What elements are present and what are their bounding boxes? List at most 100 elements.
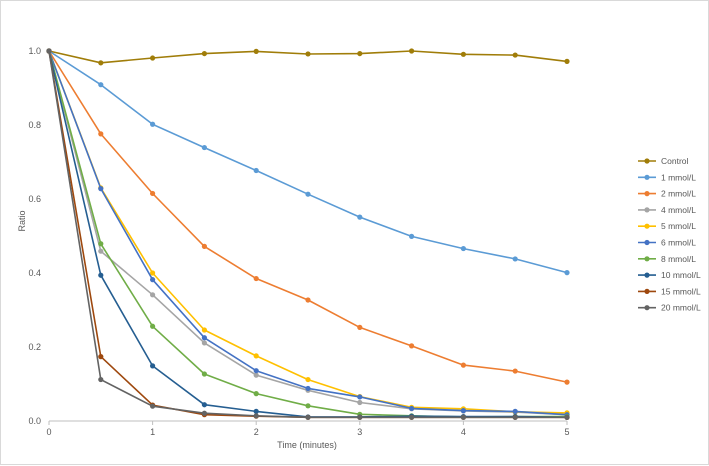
data-point-2-mmol-l bbox=[512, 368, 518, 374]
x-tick-label: 4 bbox=[461, 427, 466, 437]
data-point-control bbox=[150, 55, 156, 61]
series-10-mmol-l bbox=[46, 48, 570, 420]
data-point-1-mmol-l bbox=[305, 191, 311, 197]
data-point-20-mmol-l bbox=[460, 414, 466, 420]
legend-swatch-marker bbox=[644, 174, 650, 180]
data-point-10-mmol-l bbox=[150, 363, 156, 369]
data-point-20-mmol-l bbox=[357, 414, 363, 420]
data-point-20-mmol-l bbox=[305, 414, 311, 420]
data-point-20-mmol-l bbox=[512, 414, 518, 420]
data-point-6-mmol-l bbox=[409, 405, 415, 412]
x-axis-title: Time (minutes) bbox=[277, 440, 337, 450]
data-point-6-mmol-l bbox=[201, 335, 207, 341]
data-point-20-mmol-l bbox=[564, 414, 570, 420]
legend-label: 6 mmol/L bbox=[661, 238, 696, 248]
data-point-control bbox=[460, 51, 466, 57]
data-point-20-mmol-l bbox=[201, 410, 207, 416]
data-point-6-mmol-l bbox=[512, 408, 518, 414]
legend-item-2-mmol-l: 2 mmol/L bbox=[638, 189, 696, 199]
legend-swatch-marker bbox=[644, 158, 650, 164]
data-point-1-mmol-l bbox=[253, 167, 259, 174]
y-tick-label: 0.6 bbox=[28, 194, 41, 204]
x-tick-label: 5 bbox=[564, 427, 569, 437]
legend-item-20-mmol-l: 20 mmol/L bbox=[638, 303, 701, 313]
data-point-10-mmol-l bbox=[253, 408, 259, 414]
data-point-4-mmol-l bbox=[357, 399, 363, 406]
data-point-1-mmol-l bbox=[150, 121, 156, 127]
data-point-control bbox=[564, 58, 570, 64]
legend-item-4-mmol-l: 4 mmol/L bbox=[638, 205, 696, 215]
data-point-2-mmol-l bbox=[98, 131, 104, 137]
data-point-20-mmol-l bbox=[98, 376, 104, 383]
data-point-1-mmol-l bbox=[564, 270, 570, 276]
legend: Control 1 mmol/L 2 mmol/L 4 mmol/L 5 mmol/L 6… bbox=[638, 156, 701, 313]
legend-item-6-mmol-l: 6 mmol/L bbox=[638, 238, 696, 248]
legend-item-control: Control bbox=[638, 156, 689, 166]
legend-item-1-mmol-l: 1 mmol/L bbox=[638, 172, 696, 182]
data-point-2-mmol-l bbox=[305, 297, 311, 303]
data-point-6-mmol-l bbox=[460, 408, 466, 414]
x-tick-label: 2 bbox=[254, 427, 259, 437]
legend-swatch-marker bbox=[644, 272, 650, 278]
legend-label: 20 mmol/L bbox=[661, 303, 701, 313]
series-6-mmol-l bbox=[46, 48, 570, 418]
data-point-1-mmol-l bbox=[98, 82, 104, 88]
data-point-15-mmol-l bbox=[98, 354, 104, 360]
data-point-8-mmol-l bbox=[201, 371, 207, 377]
data-point-2-mmol-l bbox=[253, 275, 259, 282]
data-point-control bbox=[357, 50, 363, 57]
y-tick-label: 0.4 bbox=[28, 268, 41, 278]
data-point-4-mmol-l bbox=[150, 292, 156, 298]
legend-swatch-marker bbox=[644, 207, 650, 213]
data-point-6-mmol-l bbox=[98, 186, 104, 192]
data-point-20-mmol-l bbox=[409, 414, 415, 420]
legend-swatch-marker bbox=[644, 305, 650, 311]
data-point-20-mmol-l bbox=[253, 413, 259, 419]
data-point-1-mmol-l bbox=[460, 245, 466, 252]
data-point-5-mmol-l bbox=[253, 353, 259, 359]
y-axis-title: Ratio bbox=[17, 210, 27, 231]
data-point-1-mmol-l bbox=[357, 214, 363, 220]
legend-item-10-mmol-l: 10 mmol/L bbox=[638, 270, 701, 280]
data-point-8-mmol-l bbox=[305, 403, 311, 409]
series-15-mmol-l bbox=[46, 48, 570, 420]
legend-label: 4 mmol/L bbox=[661, 205, 696, 215]
legend-label: 5 mmol/L bbox=[661, 221, 696, 231]
legend-label: Control bbox=[661, 156, 689, 166]
data-point-2-mmol-l bbox=[564, 379, 570, 385]
data-point-1-mmol-l bbox=[512, 256, 518, 262]
x-tick-label: 1 bbox=[150, 427, 155, 437]
data-point-2-mmol-l bbox=[201, 243, 207, 249]
y-tick-labels: 0.0 0.2 0.4 0.6 0.8 1.0 bbox=[28, 46, 41, 426]
data-point-20-mmol-l bbox=[46, 48, 52, 54]
data-point-4-mmol-l bbox=[98, 248, 104, 254]
legend-swatch-marker bbox=[644, 239, 650, 246]
legend-label: 1 mmol/L bbox=[661, 172, 696, 182]
legend-swatch-marker bbox=[644, 191, 650, 197]
data-point-10-mmol-l bbox=[98, 272, 104, 278]
data-point-2-mmol-l bbox=[150, 190, 156, 197]
y-tick-label: 1.0 bbox=[28, 46, 41, 56]
data-point-20-mmol-l bbox=[150, 403, 156, 409]
y-tick-label: 0.0 bbox=[28, 416, 41, 426]
data-point-8-mmol-l bbox=[253, 391, 259, 397]
data-point-2-mmol-l bbox=[460, 362, 466, 368]
data-point-5-mmol-l bbox=[150, 270, 156, 276]
data-point-5-mmol-l bbox=[201, 327, 207, 333]
data-point-6-mmol-l bbox=[357, 394, 363, 400]
x-tick-labels: 0 1 2 3 4 5 bbox=[46, 427, 569, 437]
series-2-mmol-l bbox=[46, 48, 570, 385]
data-point-control bbox=[253, 48, 259, 54]
data-point-6-mmol-l bbox=[150, 277, 156, 283]
legend-swatch-marker bbox=[644, 288, 650, 294]
data-point-control bbox=[409, 48, 415, 54]
legend-label: 8 mmol/L bbox=[661, 254, 696, 264]
x-tick-label: 0 bbox=[46, 427, 51, 437]
legend-item-5-mmol-l: 5 mmol/L bbox=[638, 221, 696, 231]
data-point-1-mmol-l bbox=[409, 233, 415, 239]
data-point-4-mmol-l bbox=[201, 340, 207, 346]
x-tick-label: 3 bbox=[357, 427, 362, 437]
series-control bbox=[46, 48, 570, 66]
data-point-6-mmol-l bbox=[253, 368, 259, 374]
